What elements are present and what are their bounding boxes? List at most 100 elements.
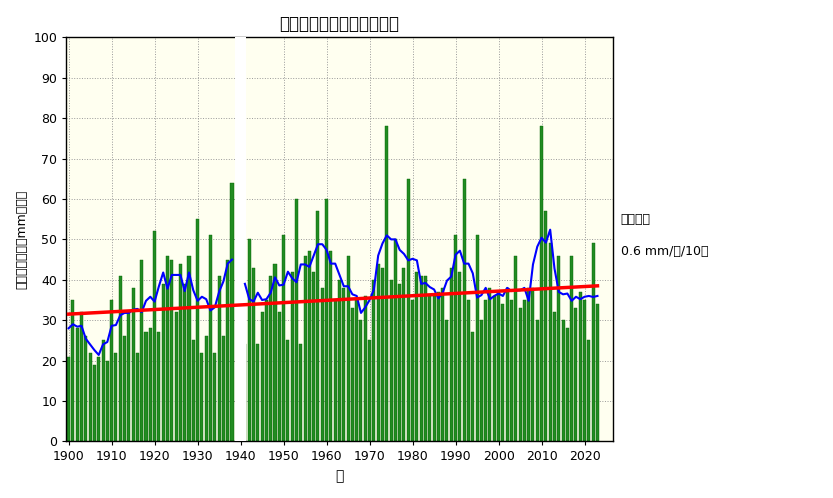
Bar [201,353,203,441]
Bar [428,296,431,441]
Title: 大阪の年最大１時間降水量: 大阪の年最大１時間降水量 [280,15,400,33]
Bar [257,345,259,441]
Bar [118,276,122,441]
Bar [196,219,199,441]
Bar [179,263,182,441]
Bar [381,267,384,441]
Bar [88,353,92,441]
Bar [299,345,302,441]
Bar [84,336,87,441]
Bar [312,272,315,441]
Bar [441,288,444,441]
Bar [527,288,530,441]
Bar [557,255,561,441]
Bar [420,276,422,441]
Bar [480,320,483,441]
Bar [591,244,595,441]
Bar [93,365,96,441]
Bar [192,341,195,441]
Bar [235,37,247,441]
Bar [390,280,392,441]
Bar [334,300,337,441]
Bar [587,341,591,441]
Bar [76,328,78,441]
Bar [291,272,294,441]
Bar [561,320,565,441]
Bar [540,126,543,441]
Bar [205,336,207,441]
Bar [136,353,139,441]
Bar [213,353,217,441]
Bar [273,263,277,441]
Bar [398,284,402,441]
Bar [596,304,599,441]
Bar [144,332,147,441]
Bar [467,300,470,441]
Bar [545,211,547,441]
Bar [277,312,281,441]
Bar [209,236,212,441]
Bar [287,341,289,441]
Bar [247,240,251,441]
Bar [162,284,165,441]
Bar [514,255,517,441]
Bar [127,312,130,441]
Bar [175,312,177,441]
Text: 0.6 mm/時/10年: 0.6 mm/時/10年 [621,245,708,258]
Bar [458,272,461,441]
Bar [342,288,346,441]
Bar [510,300,513,441]
Bar [501,304,505,441]
Bar [523,300,526,441]
Y-axis label: １時間降水量（mm／時）: １時間降水量（mm／時） [15,190,28,289]
Bar [321,288,324,441]
Bar [269,276,272,441]
Bar [394,240,397,441]
Bar [72,300,74,441]
Bar [424,276,427,441]
Bar [407,179,410,441]
Bar [462,179,466,441]
Bar [261,312,263,441]
Bar [231,183,233,441]
Bar [97,357,100,441]
Bar [377,263,380,441]
Bar [416,272,418,441]
Bar [570,255,573,441]
Bar [67,357,70,441]
Bar [583,300,586,441]
Bar [355,300,358,441]
Bar [372,280,376,441]
Bar [402,267,406,441]
Bar [187,255,191,441]
X-axis label: 年: 年 [336,469,344,483]
Bar [579,292,581,441]
Bar [454,236,457,441]
Bar [166,255,169,441]
Bar [364,296,367,441]
Bar [317,211,320,441]
Bar [183,284,187,441]
Bar [295,199,298,441]
Bar [497,292,500,441]
Bar [106,361,109,441]
Bar [368,341,371,441]
Bar [360,320,362,441]
Bar [488,288,491,441]
Bar [432,296,436,441]
Bar [157,332,161,441]
Bar [329,251,332,441]
Bar [566,328,569,441]
Bar [506,288,509,441]
Bar [243,345,247,441]
Bar [351,308,354,441]
Text: トレンド: トレンド [621,213,651,226]
Bar [222,336,225,441]
Bar [252,267,255,441]
Bar [132,288,135,441]
Bar [553,312,556,441]
Bar [338,280,341,441]
Bar [308,251,311,441]
Bar [476,236,479,441]
Bar [170,259,173,441]
